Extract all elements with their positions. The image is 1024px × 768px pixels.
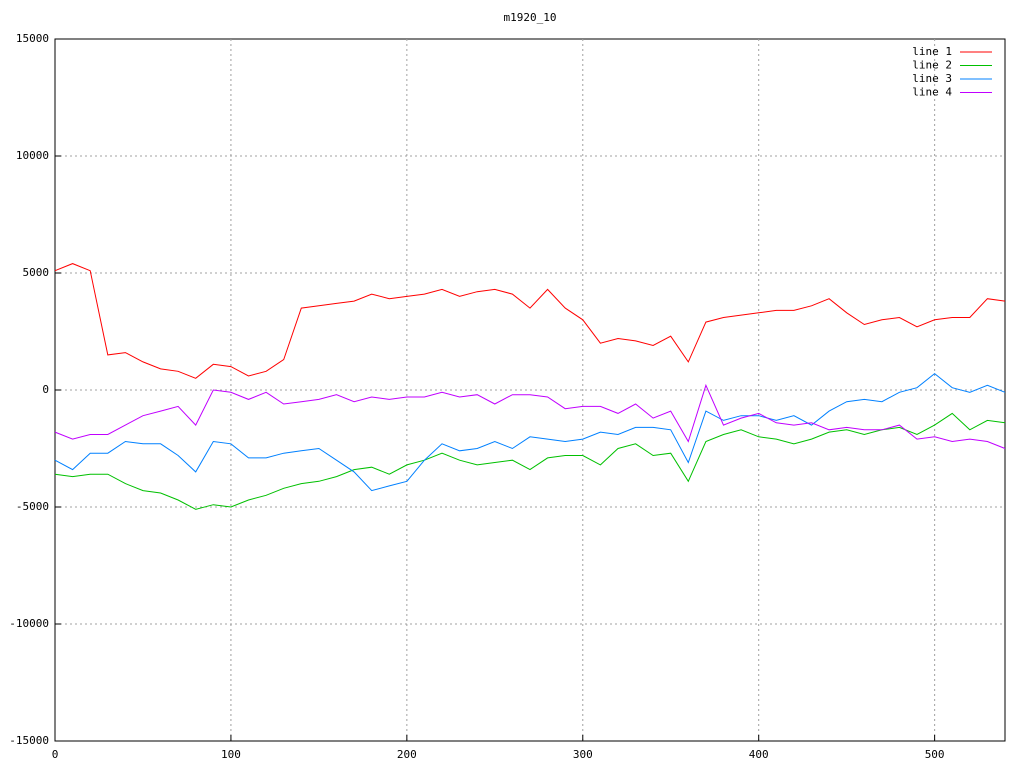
legend-label: line 3 — [912, 72, 952, 85]
y-tick-label: -10000 — [9, 617, 49, 630]
y-tick-label: 10000 — [16, 149, 49, 162]
x-tick-label: 0 — [52, 748, 59, 761]
x-tick-label: 100 — [221, 748, 241, 761]
legend-label: line 2 — [912, 59, 952, 72]
y-tick-label: -15000 — [9, 734, 49, 747]
legend-label: line 4 — [912, 86, 952, 99]
series-line — [54, 263, 1006, 379]
series-line — [54, 383, 1006, 449]
y-tick-label: 15000 — [16, 32, 49, 45]
x-tick-label: 500 — [925, 748, 945, 761]
x-tick-label: 200 — [397, 748, 417, 761]
y-tick-label: -5000 — [16, 500, 49, 513]
series-line — [54, 372, 1006, 492]
x-tick-label: 300 — [573, 748, 593, 761]
x-tick-label: 400 — [749, 748, 769, 761]
chart-title: m1920_10 — [504, 11, 557, 24]
series-line — [54, 412, 1006, 510]
legend-label: line 1 — [912, 45, 952, 58]
y-tick-label: 0 — [42, 383, 49, 396]
y-tick-label: 5000 — [23, 266, 50, 279]
